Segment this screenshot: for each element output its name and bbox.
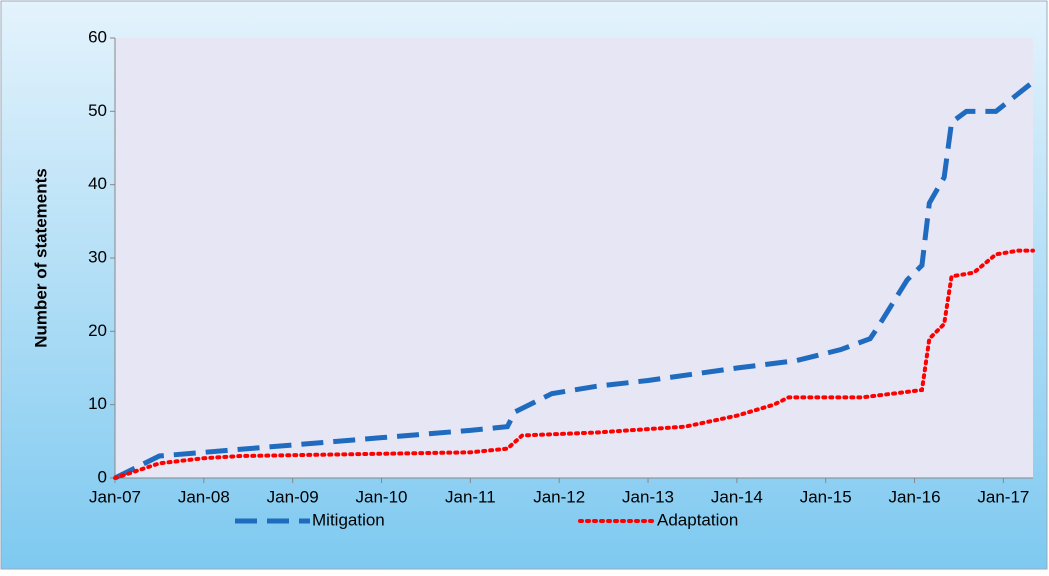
- y-tick-label: 40: [88, 174, 107, 193]
- x-tick-label: Jan-09: [267, 487, 319, 506]
- x-tick-label: Jan-08: [178, 487, 230, 506]
- plot-area: [115, 38, 1033, 478]
- x-tick-label: Jan-12: [533, 487, 585, 506]
- series-line: [113, 248, 1035, 480]
- x-tick-label: Jan-17: [977, 487, 1029, 506]
- x-tick-label: Jan-15: [800, 487, 852, 506]
- x-tick-label: Jan-10: [356, 487, 408, 506]
- x-tick-label: Jan-13: [622, 487, 674, 506]
- y-tick-label: 60: [88, 27, 107, 46]
- legend-label: Adaptation: [657, 510, 738, 529]
- series-line: [113, 80, 1035, 481]
- y-tick-label: 0: [98, 467, 107, 486]
- y-tick-label: 50: [88, 101, 107, 120]
- y-tick-label: 30: [88, 247, 107, 266]
- x-tick-label: Jan-07: [89, 487, 141, 506]
- y-tick-label: 20: [88, 321, 107, 340]
- legend-label: Mitigation: [312, 510, 385, 529]
- y-tick-label: 10: [88, 394, 107, 413]
- x-tick-label: Jan-11: [445, 487, 496, 506]
- x-tick-label: Jan-16: [889, 487, 941, 506]
- y-axis-label: Number of statements: [31, 168, 50, 347]
- x-tick-label: Jan-14: [711, 487, 763, 506]
